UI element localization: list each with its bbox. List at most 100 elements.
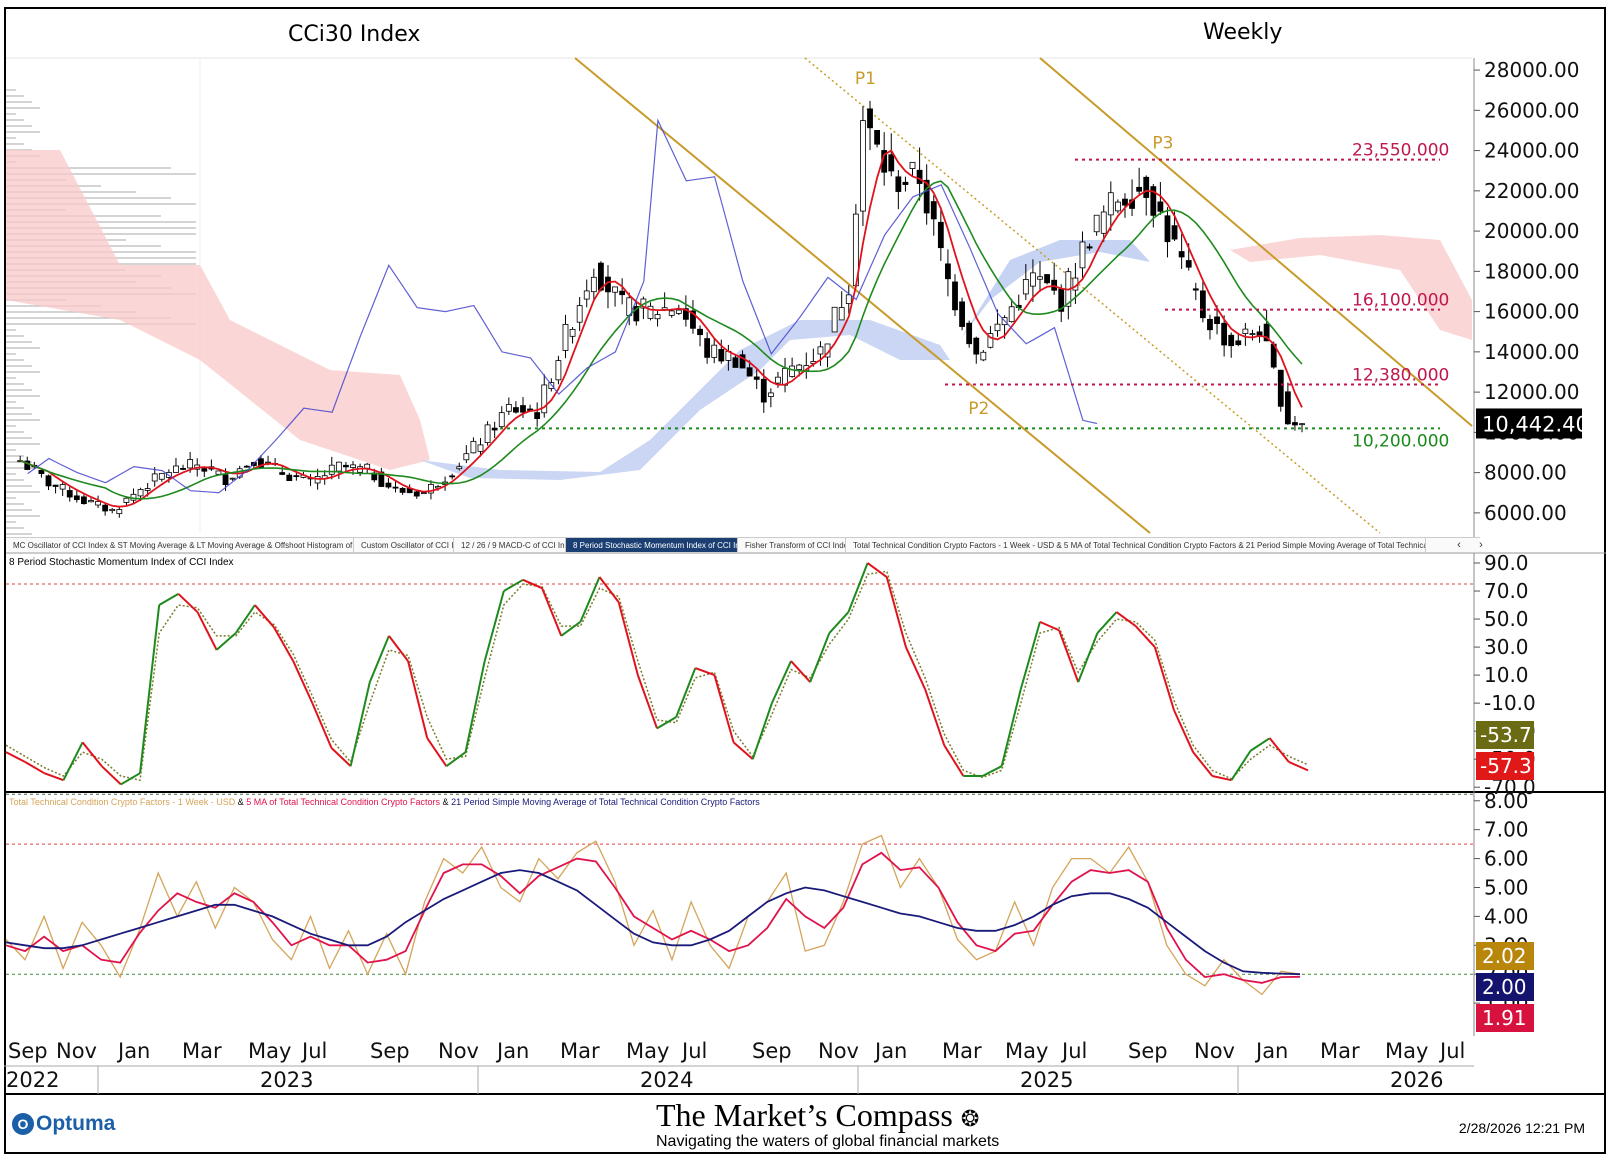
smi-segment bbox=[1000, 688, 1022, 767]
pivot-label-2: P3 bbox=[1152, 134, 1173, 154]
smi-segment bbox=[388, 635, 409, 662]
smi-segment bbox=[541, 587, 563, 637]
candle-body bbox=[1022, 279, 1029, 295]
ichimoku-cloud-bear-2 bbox=[1230, 235, 1472, 340]
candle-body bbox=[959, 301, 965, 327]
candle-body bbox=[760, 378, 767, 403]
price-tick-label-5: 18000.00 bbox=[1484, 259, 1579, 283]
x-year-label-4: 2026 bbox=[1390, 1068, 1443, 1092]
candle-body bbox=[796, 364, 803, 370]
tab-prev-button[interactable]: ‹ bbox=[1457, 539, 1461, 551]
smi-segment bbox=[1058, 629, 1080, 683]
smi-segment bbox=[636, 674, 658, 729]
tab-next-button[interactable]: › bbox=[1479, 539, 1483, 551]
candle-body bbox=[767, 392, 774, 397]
candle-body bbox=[952, 281, 958, 311]
candle-body bbox=[456, 466, 463, 470]
optuma-logo-text: Optuma bbox=[36, 1112, 116, 1135]
smi-segment bbox=[1250, 737, 1271, 752]
candle-body bbox=[867, 108, 873, 129]
candle-body bbox=[385, 482, 392, 488]
ttc-title-part-2: 5 MA of Total Technical Condition Crypto… bbox=[246, 797, 441, 807]
candle-body bbox=[1107, 192, 1114, 216]
indicator-tab-3[interactable]: 8 Period Stochastic Momentum Index of CC… bbox=[566, 538, 738, 552]
smi-segment bbox=[924, 688, 946, 746]
candle-body bbox=[619, 290, 626, 296]
smi-segment bbox=[273, 626, 295, 662]
candle-body bbox=[513, 407, 519, 413]
smi-segment bbox=[368, 635, 390, 683]
smi-tick-label-0: 90.0 bbox=[1484, 551, 1529, 575]
smi-segment bbox=[828, 611, 850, 634]
smi-value-label-0: -53.7 bbox=[1480, 723, 1532, 747]
candle-body bbox=[187, 459, 194, 469]
ttc-tick-label-0: 8.00 bbox=[1484, 789, 1529, 813]
smi-segment bbox=[1019, 621, 1041, 690]
level-label-0: 23,550.000 bbox=[1352, 141, 1449, 161]
x-month-label-7: Nov bbox=[438, 1039, 479, 1063]
candle-body bbox=[916, 169, 923, 184]
x-month-label-6: Sep bbox=[370, 1039, 410, 1063]
candle-body bbox=[59, 484, 66, 490]
candle-body bbox=[1178, 251, 1185, 258]
candle-body bbox=[293, 475, 300, 478]
smi-segment bbox=[694, 667, 715, 677]
smi-segment bbox=[234, 604, 256, 634]
candle-body bbox=[484, 424, 491, 443]
candle-body bbox=[243, 465, 250, 468]
ichimoku-cloud-bear-1 bbox=[6, 150, 430, 470]
ttc-value-label-1: 2.00 bbox=[1482, 975, 1527, 999]
candle-body bbox=[420, 492, 427, 495]
candle-body bbox=[470, 440, 477, 454]
level-label-3: 10,200.000 bbox=[1352, 431, 1449, 451]
candle-body bbox=[654, 314, 661, 320]
x-month-label-15: Mar bbox=[942, 1039, 982, 1063]
smi-segment bbox=[1039, 620, 1060, 632]
smi-segment bbox=[732, 741, 754, 760]
candle-body bbox=[449, 475, 456, 478]
chikou-line bbox=[27, 118, 1098, 494]
x-month-label-0: Sep bbox=[8, 1039, 48, 1063]
smi-tick-label-5: -10.0 bbox=[1484, 691, 1536, 715]
ttc-21ma-line bbox=[5, 869, 1301, 976]
smi-segment bbox=[713, 674, 735, 743]
smi-segment bbox=[1096, 611, 1118, 634]
candle-body bbox=[123, 497, 130, 503]
candle-body bbox=[746, 367, 753, 377]
indicator-tab-1[interactable]: Custom Oscillator of CCI Index bbox=[354, 538, 454, 552]
indicator-tab-4[interactable]: Fisher Transform of CCI Index bbox=[738, 538, 846, 552]
smi-segment bbox=[62, 741, 84, 781]
brand-name: The Market’s Compass ❂ bbox=[656, 1097, 980, 1133]
candle-body bbox=[1284, 391, 1291, 425]
candle-body bbox=[1044, 274, 1050, 284]
candle-body bbox=[541, 384, 548, 414]
candle-body bbox=[647, 305, 654, 319]
price-tick-label-10: 8000.00 bbox=[1484, 461, 1567, 485]
smi-segment bbox=[445, 751, 467, 767]
indicator-tab-0[interactable]: MC Oscillator of CCI Index & ST Moving A… bbox=[6, 538, 354, 552]
smi-segment bbox=[139, 604, 161, 774]
candle-body bbox=[286, 474, 293, 482]
candle-body bbox=[675, 309, 682, 314]
candle-body bbox=[173, 465, 179, 473]
indicator-tab-2[interactable]: 12 / 26 / 9 MACD-C of CCI Index bbox=[454, 538, 566, 552]
x-month-label-5: Jul bbox=[300, 1039, 327, 1063]
x-month-label-19: Nov bbox=[1194, 1039, 1235, 1063]
candle-body bbox=[38, 469, 45, 475]
x-year-label-3: 2025 bbox=[1020, 1068, 1073, 1092]
x-month-label-14: Jan bbox=[873, 1039, 907, 1063]
ttc-tick-label-4: 4.00 bbox=[1484, 904, 1529, 928]
smi-segment bbox=[522, 578, 543, 590]
smi-line bbox=[5, 562, 1309, 786]
level-label-1: 16,100.000 bbox=[1352, 291, 1449, 311]
ttc-title-part-1: & bbox=[235, 797, 247, 807]
ttc-5ma-line bbox=[5, 851, 1301, 984]
x-month-label-10: May bbox=[626, 1039, 669, 1063]
indicator-tab-5[interactable]: Total Technical Condition Crypto Factors… bbox=[846, 538, 1426, 552]
candle-body bbox=[180, 467, 186, 470]
candle-body bbox=[1263, 323, 1270, 342]
x-month-label-8: Jan bbox=[495, 1039, 529, 1063]
candle-body bbox=[895, 176, 902, 192]
smi-segment bbox=[885, 576, 907, 648]
candle-body bbox=[73, 495, 80, 500]
